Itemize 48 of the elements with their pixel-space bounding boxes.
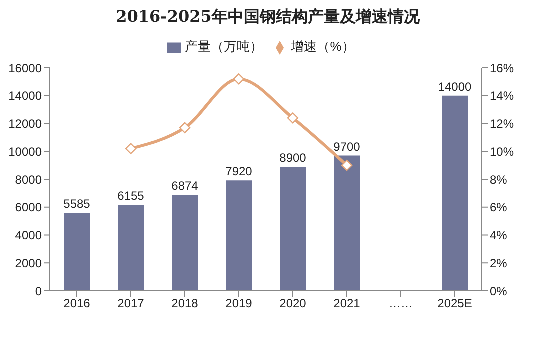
y-tick-label: 0	[35, 284, 42, 298]
x-tick-label: 2025E	[438, 296, 472, 311]
point	[287, 112, 299, 124]
bar	[280, 166, 306, 291]
y2-tick-label: 2%	[490, 256, 508, 270]
y2-tick-label: 10%	[490, 144, 514, 159]
chart-title: 2016-2025年中国钢结构产量及增速情况	[115, 6, 421, 28]
y-tick-label: 12000	[8, 117, 42, 132]
bar	[64, 213, 90, 291]
data-label: 5585	[64, 197, 91, 212]
y-tick-label: 10000	[8, 144, 42, 159]
data-label: 14000	[438, 80, 472, 94]
x-tick-label: 2017	[118, 296, 145, 311]
y-tick-label: 16000	[8, 61, 42, 76]
y2-tick-label: 6%	[490, 200, 508, 215]
y-tick-label: 2000	[15, 256, 42, 270]
y-tick-label: 8000	[15, 172, 42, 187]
point	[125, 143, 137, 154]
x-tick-label: 2019	[226, 296, 253, 311]
x-tick-label: 2018	[172, 296, 199, 311]
y2-tick-label: 8%	[490, 172, 508, 187]
y2-tick-label: 14%	[490, 89, 514, 104]
point	[233, 74, 245, 85]
x-tick-label: 2020	[280, 296, 307, 311]
data-label: 9700	[334, 140, 361, 154]
bar	[172, 195, 198, 291]
y2-tick-label: 12%	[490, 117, 514, 132]
bar	[442, 96, 468, 291]
point	[179, 122, 191, 134]
bar	[118, 205, 144, 291]
data-label: 6155	[118, 189, 145, 204]
y-tick-label: 14000	[8, 89, 42, 104]
data-label: 8900	[280, 150, 307, 165]
bar	[226, 180, 252, 291]
bar	[334, 156, 360, 291]
legend-label: 增速（%）	[291, 39, 355, 54]
legend-label: 产量（万吨）	[185, 39, 264, 54]
y2-tick-label: 4%	[490, 228, 508, 243]
y-tick-label: 6000	[15, 200, 42, 215]
y2-tick-label: 16%	[490, 61, 514, 76]
data-label: 6874	[172, 179, 199, 194]
x-tick-label: ……	[389, 296, 413, 311]
x-tick-label: 2016	[64, 296, 91, 311]
y2-tick-label: 0%	[490, 284, 508, 298]
x-tick-label: 2021	[334, 296, 361, 311]
data-label: 7920	[226, 164, 253, 179]
y-tick-label: 4000	[15, 228, 42, 243]
point	[341, 160, 353, 172]
